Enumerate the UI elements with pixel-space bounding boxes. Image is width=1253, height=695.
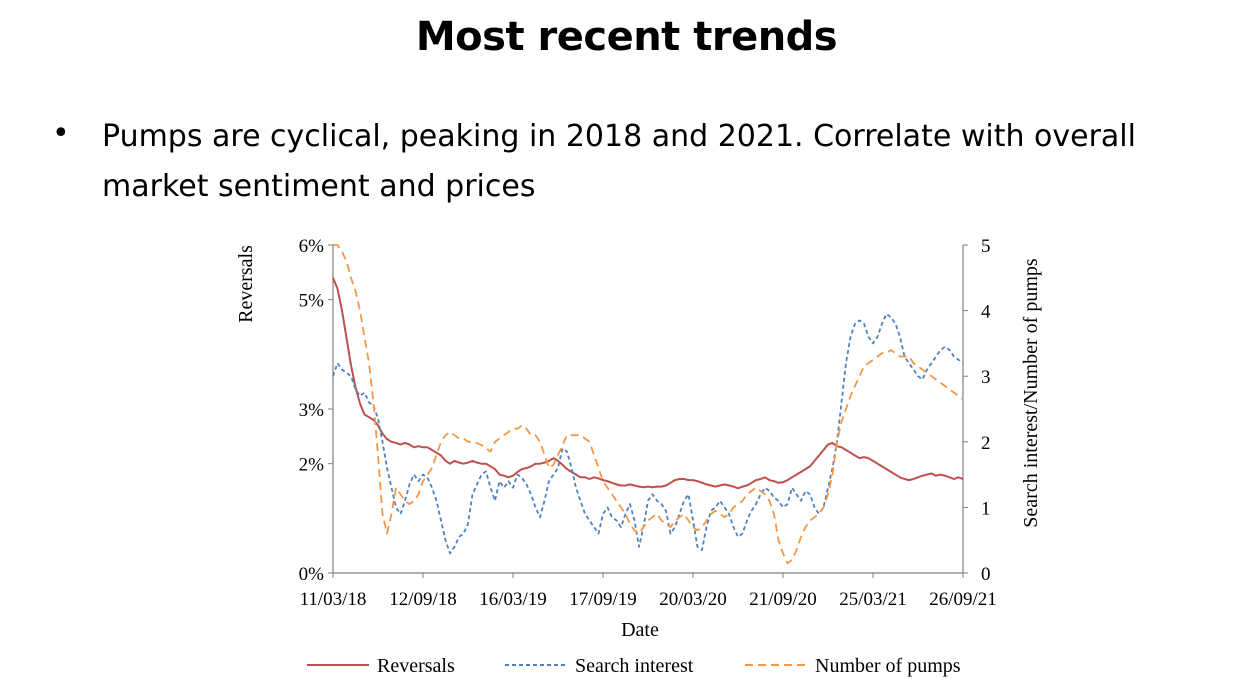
- x-tick-label: 12/09/18: [389, 589, 457, 610]
- chart-legend: Reversals Search interest Number of pumps: [307, 655, 961, 677]
- x-tick-label: 26/09/21: [929, 589, 997, 610]
- y-right-tick-label: 4: [981, 302, 991, 323]
- y-right-tick-label: 5: [981, 236, 991, 257]
- series-line-number-of-pumps: [333, 244, 964, 565]
- x-tick-label: 21/09/20: [749, 589, 817, 610]
- bullet-marker: •: [52, 116, 70, 151]
- legend-item-reversals: Reversals: [307, 655, 455, 677]
- x-tick-label: 16/03/19: [479, 589, 547, 610]
- x-tick-label: 17/09/19: [569, 589, 637, 610]
- y-left-tick-label: 2%: [299, 455, 325, 476]
- legend-label: Reversals: [377, 655, 455, 677]
- y-left-tick-label: 5%: [299, 291, 325, 312]
- legend-label: Search interest: [575, 655, 694, 677]
- y-axis-label-left: Reversals: [235, 245, 257, 323]
- y-right-tick-label: 0: [981, 564, 991, 585]
- legend-item-search-interest: Search interest: [505, 655, 694, 677]
- slide-title: Most recent trends: [415, 14, 838, 60]
- chart-lines: [332, 244, 964, 565]
- y-right-tick-label: 2: [981, 433, 991, 454]
- bullet-text: Pumps are cyclical, peaking in 2018 and …: [102, 119, 1136, 204]
- y-right-tick-label: 1: [981, 498, 991, 519]
- legend-item-number-of-pumps: Number of pumps: [745, 655, 961, 677]
- y-left-tick-label: 3%: [299, 400, 325, 421]
- chart-labels: Date Reversals Search interest/Number of…: [235, 245, 1042, 641]
- y-right-tick-label: 3: [981, 367, 991, 388]
- series-line-reversals: [332, 277, 964, 490]
- y-left-tick-label: 0%: [299, 564, 325, 585]
- y-left-tick-label: 6%: [299, 236, 325, 257]
- legend-label: Number of pumps: [815, 655, 961, 677]
- x-tick-label: 25/03/21: [839, 589, 907, 610]
- x-tick-label: 20/03/20: [659, 589, 727, 610]
- y-axis-label-right: Search interest/Number of pumps: [1020, 258, 1042, 528]
- chart-axes: 0% 2% 3% 5% 6% 0 1 2 3 4 5 11/03/18 12/09/18 16/03/19…: [299, 236, 997, 610]
- x-axis-label: Date: [621, 619, 659, 641]
- series-line-search-interest: [332, 313, 964, 555]
- x-tick-label: 11/03/18: [300, 589, 367, 610]
